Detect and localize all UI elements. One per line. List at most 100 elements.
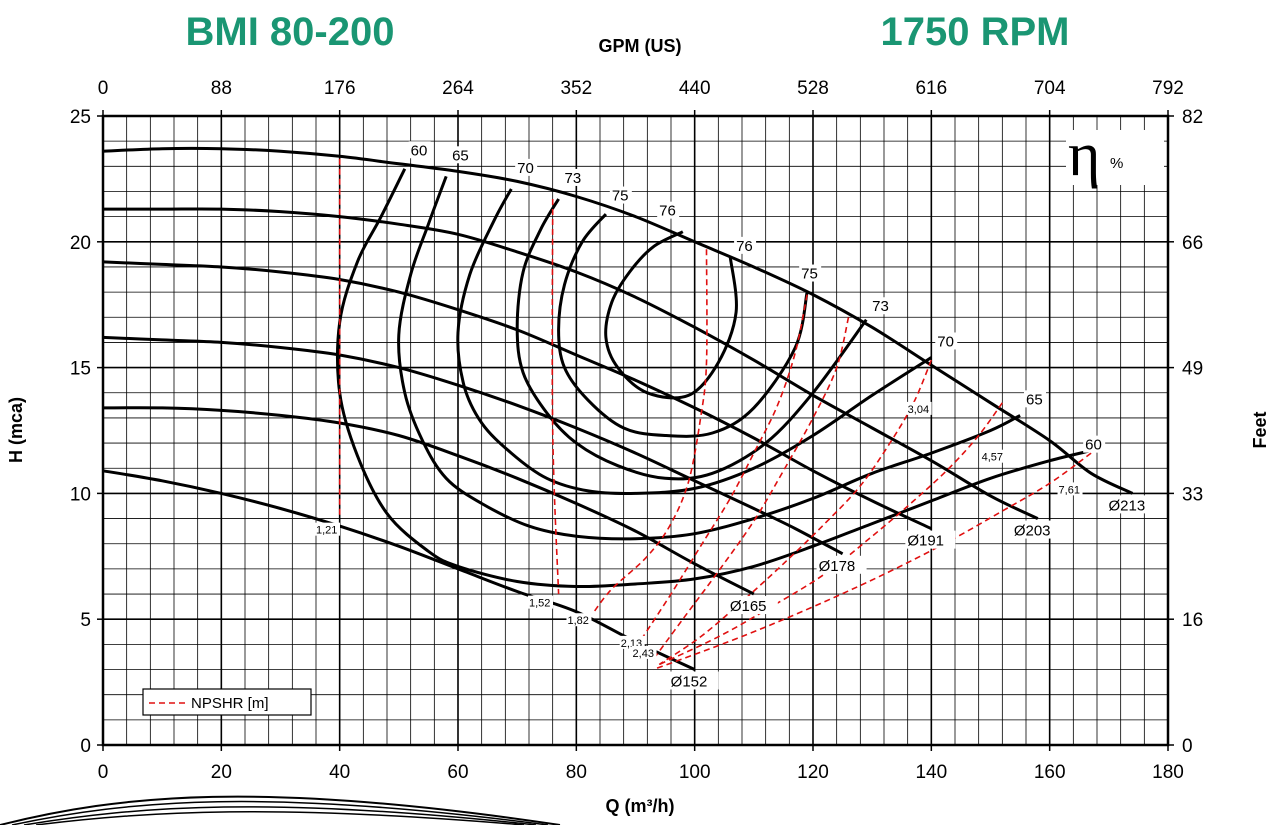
efficiency-marker-bg (799, 264, 822, 282)
npshr-marker: 7,61 (1059, 484, 1080, 496)
efficiency-marker: 73 (872, 298, 889, 315)
efficiency-marker-bg (657, 201, 680, 219)
efficiency-marker-bg (450, 146, 473, 164)
npshr-marker-bg (906, 401, 932, 415)
efficiency-marker: 73 (565, 170, 582, 187)
x-tick-label: 120 (797, 762, 829, 783)
npshr-marker-bg (528, 595, 553, 609)
npshr-curve (653, 452, 1092, 671)
bottom-axis-title: Q (m³/h) (606, 796, 675, 816)
plot-frame (101, 114, 1170, 747)
efficiency-marker: 75 (801, 266, 818, 283)
npshr-curve (652, 317, 850, 660)
eta-unit: % (1110, 155, 1123, 172)
npshr-marker: 3,04 (908, 404, 929, 416)
x2-tick-label: 704 (1034, 78, 1066, 99)
y2-tick-label: 82 (1182, 107, 1203, 128)
head-curve (102, 260, 932, 530)
diameter-label-bg (727, 596, 778, 615)
y2-tick-label: 0 (1182, 736, 1193, 757)
efficiency-marker-bg (1083, 435, 1106, 453)
x-tick-label: 100 (679, 762, 711, 783)
diameter-label: Ø178 (819, 558, 856, 575)
efficiency-marker: 76 (659, 203, 676, 220)
efficiency-curves (335, 168, 1092, 589)
diameter-label: Ø191 (907, 533, 944, 550)
efficiency-marker-bg (515, 158, 538, 176)
npshr-curve (640, 294, 808, 640)
npshr-marker-bg (315, 522, 340, 536)
x-tick-label: 0 (98, 762, 109, 783)
head-curve (102, 335, 844, 556)
efficiency-marker: 76 (736, 238, 753, 255)
head-curves (102, 146, 1134, 671)
x2-tick-label: 528 (797, 78, 829, 99)
npshr-curve (551, 198, 560, 595)
npshr-marker-bg (631, 645, 657, 659)
y2-tick-label: 16 (1182, 610, 1203, 631)
efficiency-marker-bg (562, 168, 585, 186)
x-tick-label: 180 (1152, 762, 1184, 783)
y-tick-label: 20 (70, 233, 91, 254)
x-tick-label: 60 (447, 762, 468, 783)
head-curve (102, 469, 696, 671)
left-axis-title: H (mca) (6, 397, 26, 463)
efficiency-curve (604, 230, 738, 400)
x2-tick-label: 440 (679, 78, 711, 99)
legend: NPSHR [m] (142, 688, 312, 716)
x-tick-label: 160 (1034, 762, 1066, 783)
npshr-marker-bg (566, 613, 592, 627)
efficiency-marker-bg (870, 297, 893, 315)
model-title: BMI 80-200 (186, 10, 395, 54)
x2-tick-label: 0 (98, 78, 109, 99)
y2-tick-label: 66 (1182, 233, 1203, 254)
efficiency-marker: 65 (452, 147, 469, 164)
top-axis-title: GPM (US) (599, 36, 682, 56)
head-curve (102, 146, 1134, 495)
diameter-label-bg (816, 555, 867, 574)
diameter-label: Ø165 (730, 598, 767, 615)
diameter-label: Ø213 (1109, 497, 1146, 514)
curve-labels: Ø213 Ø203 Ø191 Ø178 Ø165 Ø152 60 65 70 73 75 76 76 75… (315, 141, 1157, 691)
npshr-marker: 1,52 (529, 598, 550, 610)
x2-tick-label: 88 (211, 78, 232, 99)
x-tick-label: 40 (329, 762, 350, 783)
efficiency-marker: 70 (517, 160, 534, 177)
x2-tick-label: 792 (1152, 78, 1184, 99)
efficiency-marker: 70 (937, 333, 954, 350)
x-tick-label: 140 (915, 762, 947, 783)
y-tick-label: 5 (80, 610, 91, 631)
efficiency-marker-bg (408, 141, 431, 159)
npshr-marker-bg (980, 449, 1006, 463)
efficiency-curve (456, 188, 933, 496)
npshr-curves (338, 158, 1092, 671)
right-axis-title: Feet (1250, 411, 1270, 448)
efficiency-marker: 75 (612, 188, 629, 205)
eta-symbol: η (1068, 121, 1100, 189)
npshr-curve (658, 402, 1003, 666)
npshr-marker: 2,43 (633, 648, 654, 660)
efficiency-marker-bg (935, 332, 958, 350)
npshr-marker: 1,21 (316, 525, 337, 537)
efficiency-marker-bg (609, 186, 632, 204)
diameter-label: Ø152 (671, 674, 708, 691)
diameter-label-bg (668, 671, 719, 690)
npshr-marker-bg (1057, 482, 1083, 496)
efficiency-curve (335, 168, 1092, 589)
diameter-label-bg (905, 530, 956, 549)
eta-box: η % (1066, 121, 1164, 189)
efficiency-marker-bg (1024, 390, 1046, 408)
y-tick-label: 10 (70, 484, 91, 505)
efficiency-curve (557, 213, 809, 438)
efficiency-marker-bg (734, 236, 757, 254)
y2-tick-label: 33 (1182, 484, 1203, 505)
diameter-label: Ø203 (1014, 523, 1051, 540)
diameter-label-bg (1106, 495, 1157, 514)
npshr-marker: 4,57 (982, 452, 1003, 464)
npshr-marker: 1,82 (567, 615, 588, 627)
y-tick-label: 0 (80, 736, 91, 757)
efficiency-marker: 60 (1085, 437, 1102, 454)
x2-tick-label: 264 (442, 78, 474, 99)
